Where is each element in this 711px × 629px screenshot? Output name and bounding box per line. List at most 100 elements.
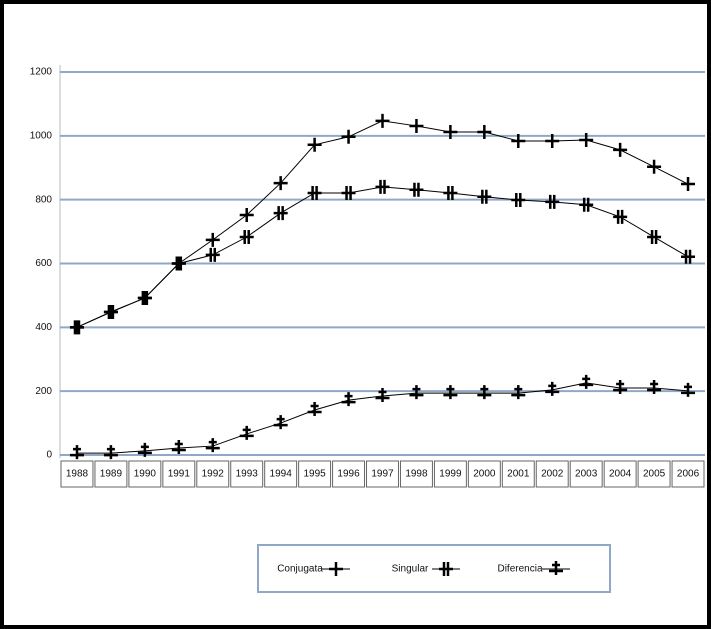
x-tick-box bbox=[603, 460, 637, 488]
data-point bbox=[307, 185, 322, 200]
y-tick-label: 0 bbox=[46, 450, 52, 461]
y-tick-label: 1200 bbox=[30, 67, 53, 78]
y-tick-label: 800 bbox=[35, 194, 52, 205]
y-tick-label: 1000 bbox=[30, 130, 53, 141]
data-point bbox=[443, 185, 458, 200]
x-tick-label: 2001 bbox=[507, 469, 530, 480]
data-point bbox=[579, 132, 594, 147]
data-point bbox=[443, 125, 458, 140]
data-point bbox=[273, 206, 288, 221]
x-tick-label: 1990 bbox=[134, 469, 157, 480]
x-tick-label: 2004 bbox=[609, 469, 632, 480]
data-point bbox=[239, 207, 254, 222]
x-tick-label: 1988 bbox=[66, 469, 89, 480]
data-point bbox=[273, 176, 288, 191]
data-point bbox=[341, 185, 356, 200]
x-tick-box bbox=[637, 460, 671, 488]
x-tick-box bbox=[535, 460, 569, 488]
x-tick-label: 1993 bbox=[236, 469, 259, 480]
data-point bbox=[69, 445, 84, 460]
x-tick-label: 2005 bbox=[643, 469, 666, 480]
data-point bbox=[545, 381, 560, 396]
data-point bbox=[681, 177, 696, 192]
x-tick-label: 1989 bbox=[100, 469, 123, 480]
data-point bbox=[409, 385, 424, 400]
data-point bbox=[443, 385, 458, 400]
y-tick-label: 200 bbox=[35, 386, 52, 397]
data-point bbox=[307, 401, 322, 416]
x-tick-box bbox=[60, 460, 94, 488]
data-point bbox=[613, 142, 628, 157]
x-tick-box bbox=[230, 460, 264, 488]
legend-label: Diferencia bbox=[497, 564, 542, 575]
data-point bbox=[409, 182, 424, 197]
y-tick-label: 600 bbox=[35, 258, 52, 269]
x-tick-box bbox=[467, 460, 501, 488]
x-tick-label: 2003 bbox=[575, 469, 598, 480]
x-tick-box bbox=[264, 460, 298, 488]
data-point bbox=[273, 415, 288, 430]
x-tick-label: 1994 bbox=[270, 469, 293, 480]
x-tick-label: 1997 bbox=[371, 469, 394, 480]
data-point bbox=[375, 387, 390, 402]
x-tick-box bbox=[298, 460, 332, 488]
data-point bbox=[205, 438, 220, 453]
data-point bbox=[545, 133, 560, 148]
x-tick-box bbox=[366, 460, 399, 488]
data-point bbox=[239, 425, 254, 440]
data-point bbox=[477, 385, 492, 400]
legend-label: Singular bbox=[392, 564, 429, 575]
x-tick-label: 2002 bbox=[541, 469, 564, 480]
x-tick-box bbox=[501, 460, 535, 488]
x-tick-box bbox=[94, 460, 128, 488]
data-point bbox=[647, 379, 662, 394]
data-point bbox=[171, 439, 186, 454]
data-point bbox=[681, 249, 696, 264]
data-point bbox=[239, 230, 254, 245]
data-point bbox=[477, 125, 492, 140]
x-tick-box bbox=[128, 460, 162, 488]
data-point bbox=[341, 129, 356, 144]
x-tick-label: 1995 bbox=[303, 469, 326, 480]
data-point bbox=[613, 379, 628, 394]
x-tick-box bbox=[569, 460, 603, 488]
x-tick-label: 1992 bbox=[202, 469, 225, 480]
data-point bbox=[341, 392, 356, 407]
data-point bbox=[375, 113, 390, 128]
data-point bbox=[171, 256, 186, 271]
data-point bbox=[137, 442, 152, 457]
x-tick-label: 2000 bbox=[473, 469, 496, 480]
data-point bbox=[103, 445, 118, 460]
data-point bbox=[409, 118, 424, 133]
data-point bbox=[103, 305, 118, 320]
data-point bbox=[647, 230, 662, 245]
data-point bbox=[137, 290, 152, 305]
x-tick-box bbox=[399, 460, 433, 488]
x-tick-label: 1996 bbox=[337, 469, 360, 480]
data-point bbox=[511, 133, 526, 148]
legend-marker bbox=[439, 562, 453, 576]
data-point bbox=[579, 197, 594, 212]
data-point bbox=[647, 159, 662, 174]
data-point bbox=[477, 189, 492, 204]
x-tick-label: 1999 bbox=[439, 469, 462, 480]
x-tick-box bbox=[196, 460, 230, 488]
legend-marker bbox=[329, 562, 343, 576]
x-tick-label: 2006 bbox=[677, 469, 700, 480]
legend-marker bbox=[549, 561, 563, 575]
data-point bbox=[205, 247, 220, 262]
x-tick-box bbox=[671, 460, 705, 488]
x-tick-label: 1991 bbox=[168, 469, 191, 480]
x-tick-label: 1998 bbox=[405, 469, 428, 480]
data-point bbox=[545, 194, 560, 209]
data-point bbox=[511, 192, 526, 207]
x-tick-box bbox=[332, 460, 366, 488]
data-point bbox=[511, 385, 526, 400]
data-point bbox=[375, 179, 390, 194]
data-point bbox=[579, 374, 594, 389]
x-tick-box bbox=[162, 460, 196, 488]
legend-label: Conjugata bbox=[277, 564, 323, 575]
y-tick-label: 400 bbox=[35, 322, 52, 333]
data-point bbox=[307, 137, 322, 152]
x-tick-box bbox=[433, 460, 467, 488]
